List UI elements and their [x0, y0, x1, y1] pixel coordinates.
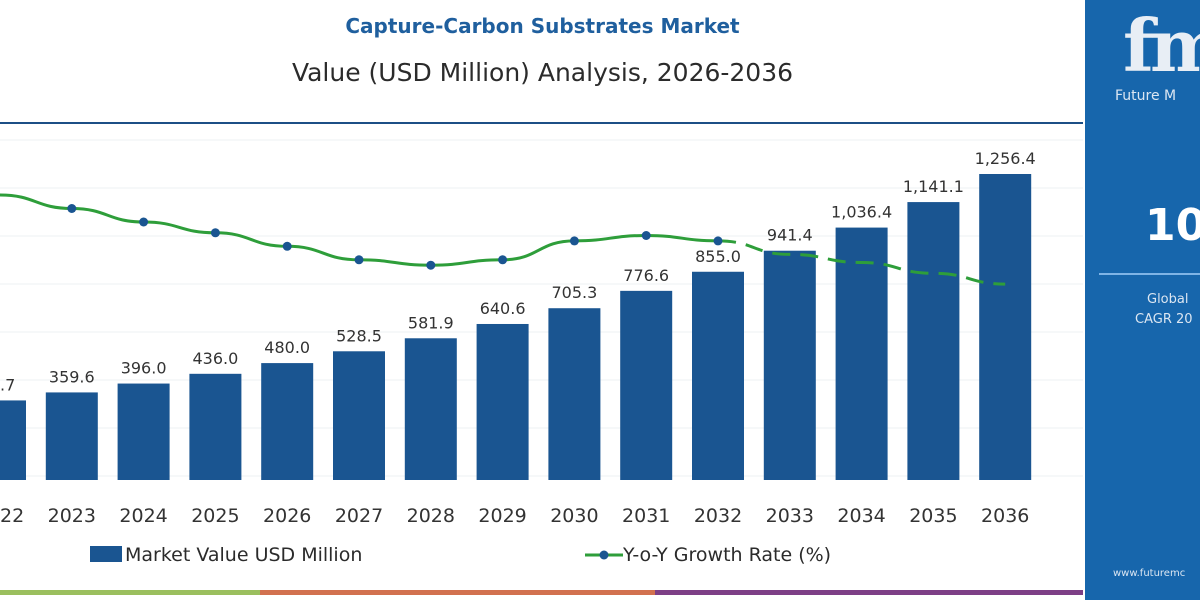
bar-label-2025: 436.0 — [192, 349, 238, 368]
x-tick-label-2028: 2028 — [407, 505, 455, 527]
x-tick-label-2036: 2036 — [981, 505, 1029, 527]
x-tick-label-2026: 2026 — [263, 505, 311, 527]
website-link[interactable]: www.futuremc — [1113, 568, 1186, 579]
x-tick-label-2034: 2034 — [837, 505, 885, 527]
bar-label-2029: 640.6 — [480, 299, 526, 318]
bar-2032 — [692, 271, 744, 480]
growth-point-2029 — [498, 255, 508, 265]
x-tick-label-2024: 2024 — [119, 505, 167, 527]
x-tick-label-2030: 2030 — [550, 505, 598, 527]
bar-label-2030: 705.3 — [551, 283, 597, 302]
chart-title: Capture-Carbon Substrates Market — [345, 14, 740, 38]
bar-2035 — [907, 202, 960, 480]
bar-label-2035: 1,141.1 — [903, 177, 964, 196]
growth-point-2027 — [354, 255, 364, 265]
legend-swatch-line — [585, 550, 623, 560]
growth-point-2026 — [282, 241, 292, 251]
bar-label-2036: 1,256.4 — [975, 149, 1036, 168]
bar-label-2023: 359.6 — [49, 367, 95, 386]
cagr-label-global: Global — [1147, 292, 1189, 307]
divider — [0, 122, 1083, 124]
bar-2028 — [404, 338, 457, 480]
bar-2036 — [979, 174, 1032, 480]
bar-label-2022: .7 — [0, 375, 15, 394]
bar-label-2026: 480.0 — [264, 338, 310, 357]
brand-name: Future M — [1115, 88, 1177, 104]
x-tick-label-2022: 22 — [0, 505, 24, 527]
side-panel: fm Future M 10. Global CAGR 20 www.futur… — [1085, 0, 1200, 600]
growth-point-2024 — [139, 217, 149, 227]
x-tick-label-2035: 2035 — [909, 505, 957, 527]
footer-stripe-green — [0, 590, 260, 595]
bar-label-2024: 396.0 — [121, 359, 167, 378]
legend-label: Y-o-Y Growth Rate (%) — [623, 544, 832, 566]
bar-2026 — [261, 363, 314, 480]
brand-logo: fm — [1123, 3, 1200, 88]
growth-point-2032 — [713, 236, 723, 246]
chart-subtitle: Value (USD Million) Analysis, 2026-2036 — [291, 58, 794, 87]
bar-2029 — [476, 323, 529, 480]
cagr-value: 10. — [1145, 200, 1200, 251]
growth-point-2031 — [641, 231, 651, 240]
bar-2025 — [189, 373, 242, 480]
x-tick-label-2027: 2027 — [335, 505, 383, 527]
divider — [1099, 273, 1200, 275]
bar-label-2033: 941.4 — [767, 226, 813, 245]
legend-item-market-value: Market Value USD Million — [90, 544, 362, 566]
bar-label-2034: 1,036.4 — [831, 203, 892, 222]
bar-2033 — [763, 250, 816, 480]
legend-item-growth: Y-o-Y Growth Rate (%) — [585, 544, 831, 566]
bar-2027 — [333, 351, 385, 480]
bar-2024 — [117, 383, 170, 480]
x-tick-label-2029: 2029 — [478, 505, 526, 527]
growth-point-2030 — [569, 236, 579, 246]
legend-swatch-bar — [90, 546, 122, 562]
footer-stripe-orange — [260, 590, 655, 595]
x-tick-label-2023: 2023 — [48, 505, 96, 527]
growth-point-2028 — [426, 260, 436, 270]
footer-stripe-purple — [655, 590, 1083, 595]
bar-2034 — [835, 227, 888, 480]
bar-2030 — [548, 308, 601, 480]
growth-point-2025 — [210, 228, 220, 238]
x-tick-label-2025: 2025 — [191, 505, 239, 527]
bar-label-2028: 581.9 — [408, 313, 454, 332]
growth-line-dashed — [717, 239, 1006, 286]
x-tick-label-2032: 2032 — [694, 505, 742, 527]
growth-line-solid — [0, 193, 719, 267]
legend-label: Market Value USD Million — [125, 544, 363, 566]
bar-2031 — [620, 290, 673, 480]
x-tick-label-2031: 2031 — [622, 505, 670, 527]
chart-plot: .7 22 359.6 2023 396.0 2024 436.0 2025 480.0 2026… — [0, 139, 1083, 527]
bar-label-2031: 776.6 — [623, 266, 669, 285]
cagr-label-period: CAGR 20 — [1135, 312, 1193, 327]
bar-label-2027: 528.5 — [336, 326, 382, 345]
x-tick-label-2033: 2033 — [766, 505, 814, 527]
growth-point-2023 — [67, 204, 77, 213]
bar-label-2032: 855.0 — [695, 247, 741, 266]
bar-2022 — [0, 400, 26, 480]
bar-2023 — [45, 392, 98, 480]
